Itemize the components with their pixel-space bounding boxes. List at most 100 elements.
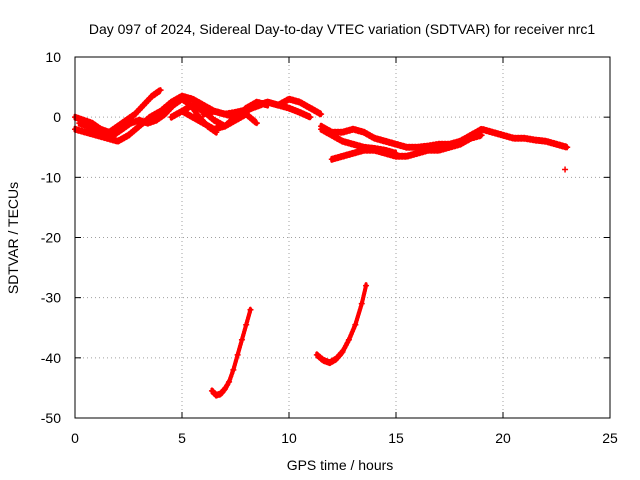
data-point: [101, 129, 108, 136]
data-point: [521, 135, 528, 142]
data-point: [350, 126, 357, 133]
data-point: [211, 117, 218, 124]
data-point: [119, 126, 126, 133]
data-point: [510, 135, 517, 142]
data-point: [211, 126, 218, 133]
x-tick-label: 20: [495, 430, 511, 446]
plot-frame: [74, 56, 611, 419]
data-point: [221, 111, 228, 118]
chart-title: Day 097 of 2024, Sidereal Day-to-day VTE…: [89, 21, 595, 37]
data-point: [403, 153, 410, 160]
y-tick-label: -40: [41, 350, 61, 366]
data-point: [564, 144, 571, 151]
grid: [75, 57, 610, 418]
series-trace-lower: [201, 99, 323, 121]
axis-ticks: 0 5 10 15 20 25 -50 -40 -30 -20 -10 0 10: [41, 49, 618, 446]
data-point: [435, 147, 442, 154]
data-point: [345, 336, 352, 343]
data-point: [234, 351, 241, 358]
data-point: [179, 108, 185, 115]
x-tick-label: 0: [71, 430, 79, 446]
data-point: [358, 300, 365, 307]
data-point: [189, 96, 196, 103]
data-point: [326, 359, 333, 366]
x-tick-label: 25: [602, 430, 618, 446]
data-point: [189, 102, 196, 109]
data-point: [189, 114, 196, 121]
data-point: [200, 108, 207, 115]
data-point: [350, 150, 357, 157]
data-point: [296, 99, 303, 106]
y-tick-label: -20: [41, 230, 61, 246]
data-point: [446, 144, 453, 151]
y-tick-label: 10: [45, 49, 61, 65]
data-point: [478, 126, 485, 133]
data-point: [414, 144, 421, 151]
data-point: [153, 117, 160, 124]
y-tick-label: -30: [41, 290, 61, 306]
data-point: [157, 87, 164, 94]
data-point: [489, 129, 496, 136]
data-point: [333, 356, 340, 363]
series-trace-upper: [319, 122, 569, 147]
data-point: [208, 387, 215, 394]
data-point: [371, 147, 378, 154]
data-point: [296, 109, 303, 116]
data-point: [230, 366, 237, 373]
data-point: [114, 123, 121, 130]
data-point: [403, 144, 410, 151]
data-point: [144, 120, 151, 127]
data-point: [275, 102, 282, 109]
data-point: [435, 141, 442, 148]
data-point: [500, 132, 506, 139]
data-point: [318, 126, 325, 133]
plot-area: [72, 86, 571, 399]
x-tick-label: 5: [178, 430, 186, 446]
data-point: [532, 137, 539, 144]
data-point: [226, 378, 233, 385]
data-point: [238, 336, 245, 343]
data-point: [286, 105, 292, 112]
data-point: [393, 141, 399, 148]
data-point: [313, 351, 320, 358]
data-point: [161, 111, 168, 118]
data-point: [382, 138, 389, 145]
data-point: [170, 102, 177, 109]
series-trace-upper: [319, 125, 398, 153]
data-point: [168, 114, 175, 121]
data-point: [127, 120, 134, 127]
data-point: [457, 141, 464, 148]
data-point: [307, 114, 314, 121]
data-point: [425, 147, 432, 154]
data-point: [350, 141, 357, 148]
data-point: [360, 129, 367, 136]
data-point: [243, 111, 250, 118]
data-point: [467, 135, 474, 142]
series-trace-upper: [201, 95, 323, 117]
data-point: [253, 102, 260, 109]
data-point: [352, 321, 359, 328]
series-arc-j: [208, 306, 254, 399]
data-point: [232, 117, 239, 124]
data-point: [382, 150, 389, 157]
data-point: [84, 123, 91, 130]
data-point: [339, 138, 346, 145]
data-point: [110, 132, 117, 139]
data-point: [221, 123, 228, 130]
y-tick-label: -10: [41, 169, 61, 185]
data-point: [307, 105, 314, 112]
data-point: [140, 102, 147, 109]
data-point: [76, 120, 83, 127]
data-point: [253, 120, 260, 127]
series-arc-g: [318, 122, 571, 151]
data-point: [393, 153, 399, 160]
data-point: [328, 156, 335, 163]
series-arc-k: [313, 282, 370, 367]
y-tick-label: -50: [41, 410, 61, 426]
data-point: [320, 357, 327, 364]
x-tick-label: 10: [281, 430, 297, 446]
x-tick-label: 15: [388, 430, 404, 446]
data-point: [553, 141, 560, 148]
data-point: [157, 108, 164, 115]
